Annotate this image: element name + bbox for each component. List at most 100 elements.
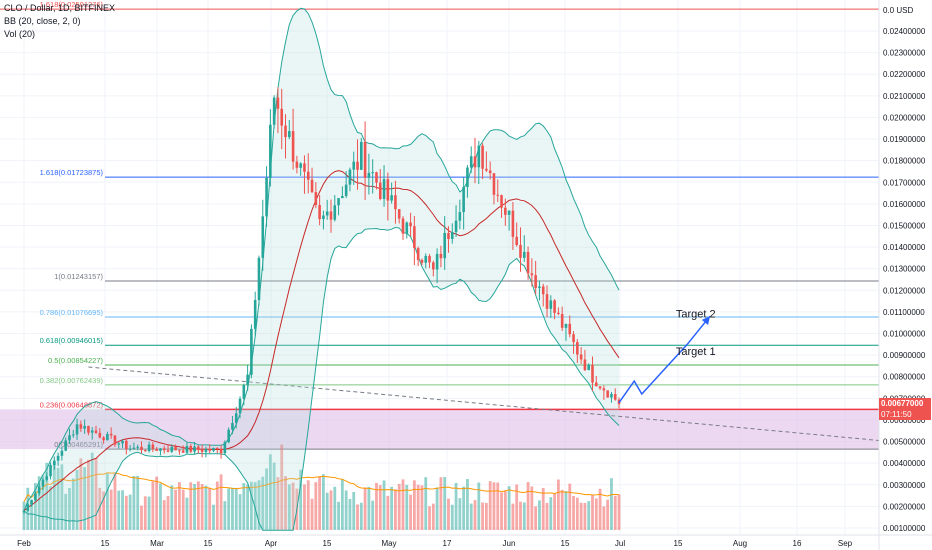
volume-bar [284,476,287,530]
candle-body [162,448,166,451]
candle-body [356,161,359,170]
candle-body [333,205,337,220]
volume-bar [71,478,75,530]
price-tick-label: 0.01300000 [883,265,926,274]
time-tick-label: 15 [674,539,683,548]
projection-path[interactable] [618,315,711,404]
price-tick-label: 0.01000000 [883,330,926,339]
candle-body [348,169,352,185]
candle-body [515,236,518,245]
candle-body [439,253,443,259]
bb-indicator-label[interactable]: BB (20, close, 2, 0) [4,16,81,26]
time-tick-label: Feb [17,539,31,548]
volume-bar [136,475,140,530]
trend-line[interactable] [88,366,880,441]
price-tick-label: 0.00100000 [883,524,926,533]
price-tick-label: 0.00200000 [883,502,926,511]
candle-body [166,450,170,452]
volume-bar [166,496,170,530]
candle-body [416,248,420,260]
candle-body [454,220,458,233]
volume-bar [242,483,246,530]
volume-bar [397,483,401,530]
price-tick-label: 0.01400000 [883,243,926,252]
candle-body [432,262,435,270]
candle-body [113,435,117,445]
volume-bar [348,499,352,530]
volume-bar [132,475,136,530]
candle-body [45,476,49,480]
volume-bar [174,489,177,530]
volume-bar [458,498,462,530]
fib-label: 0.382(0.00762439) [40,376,104,385]
volume-bar [340,478,344,530]
candle-body [234,413,238,424]
volume-bar [492,482,496,530]
volume-bar [306,480,310,530]
volume-bar [105,473,109,530]
price-tick-label: 0.00800000 [883,373,926,382]
volume-bar [219,474,223,530]
candle-body [143,450,147,452]
candle-body [128,448,132,450]
volume-bar [594,498,598,530]
volume-bar [140,505,143,530]
volume-bar [208,488,212,530]
candle-body [522,251,526,258]
time-tick-label: Aug [733,539,747,548]
time-tick-label: 15 [204,539,213,548]
candle-body [500,195,503,208]
volume-bar [325,492,329,530]
time-tick-label: 15 [101,539,110,548]
volume-bar [534,506,538,530]
volume-bar [64,493,68,530]
volume-bar [469,503,473,530]
volume-bar [231,487,234,530]
volume-bar [337,501,340,530]
volume-bar [549,497,553,530]
volume-bar [367,486,371,530]
candle-body [435,253,439,270]
candle-body [178,450,181,452]
volume-bar [200,483,204,530]
volume-bar [272,462,276,530]
fib-label: 0.236(0.00648872) [40,400,104,409]
candle-body [450,232,454,239]
candle-body [22,510,26,512]
candle-body [534,275,537,288]
volume-bar [117,490,121,530]
volume-bar [401,479,405,530]
bollinger-fill [24,8,619,531]
vol-indicator-label[interactable]: Vol (20) [4,29,36,39]
candle-body [219,448,223,454]
volume-bar [598,488,602,530]
candle-body [90,430,94,433]
volume-bar [265,468,268,530]
volume-bar [276,477,280,530]
volume-bar [250,481,253,530]
candle-body [197,446,200,450]
volume-bar [541,487,545,530]
volume-bar [450,504,454,530]
candle-body [155,449,158,451]
time-tick-label: 15 [323,539,332,548]
price-tick-label: 0.00500000 [883,438,926,447]
volume-bar [496,482,500,530]
volume-bar [98,487,102,530]
volume-bar [564,491,568,530]
candle-body [325,211,329,216]
volume-bar [560,489,564,530]
volume-bar [500,492,503,530]
price-axis[interactable]: 0.0 USD 0.02400000 0.02300000 0.02200000 0.0… [883,6,926,533]
candle-body [329,211,333,220]
candle-body [265,177,268,217]
volume-bar [52,460,56,530]
price-tick-label: 0.02400000 [883,27,926,36]
fib-label: 1.618(0.02501276) [40,0,104,9]
time-axis[interactable]: Feb 15 Mar 15 Apr 15 May 17 Jun 15 Jul 15 Aug 16 Sep [17,539,853,548]
candle-body [280,108,284,126]
volume-bar [196,481,200,530]
price-tick-label: 0.02300000 [883,49,926,58]
candle-body [64,440,67,451]
